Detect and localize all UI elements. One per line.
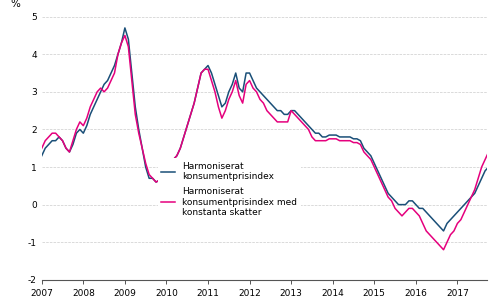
- Harmoniserat
konsumentprisindex: [56, 135, 62, 139]
- Harmoniserat
konsumentprisindex med
konstanta skatter: [129, 79, 135, 82]
- Harmoniserat
konsumentprisindex: [440, 229, 446, 233]
- Harmoniserat
konsumentprisindex med
konstanta skatter: [440, 248, 446, 252]
- Harmoniserat
konsumentprisindex: [129, 71, 135, 75]
- Harmoniserat
konsumentprisindex med
konstanta skatter: [281, 120, 287, 124]
- Harmoniserat
konsumentprisindex: [243, 71, 249, 75]
- Harmoniserat
konsumentprisindex med
konstanta skatter: [39, 146, 45, 150]
- Harmoniserat
konsumentprisindex med
konstanta skatter: [122, 34, 128, 37]
- Line: Harmoniserat
konsumentprisindex med
konstanta skatter: Harmoniserat konsumentprisindex med kons…: [42, 35, 491, 250]
- Harmoniserat
konsumentprisindex med
konstanta skatter: [66, 150, 72, 154]
- Harmoniserat
konsumentprisindex: [39, 154, 45, 158]
- Harmoniserat
konsumentprisindex: [122, 26, 128, 30]
- Harmoniserat
konsumentprisindex med
konstanta skatter: [243, 82, 249, 86]
- Harmoniserat
konsumentprisindex med
konstanta skatter: [87, 105, 93, 109]
- Harmoniserat
konsumentprisindex med
konstanta skatter: [56, 135, 62, 139]
- Harmoniserat
konsumentprisindex: [87, 113, 93, 116]
- Harmoniserat
konsumentprisindex: [66, 150, 72, 154]
- Line: Harmoniserat
konsumentprisindex: Harmoniserat konsumentprisindex: [42, 28, 491, 231]
- Harmoniserat
konsumentprisindex: [281, 113, 287, 116]
- Y-axis label: %: %: [10, 0, 20, 9]
- Legend: Harmoniserat
konsumentprisindex, Harmoniserat
konsumentprisindex med
konstanta s: Harmoniserat konsumentprisindex, Harmoni…: [158, 158, 300, 221]
